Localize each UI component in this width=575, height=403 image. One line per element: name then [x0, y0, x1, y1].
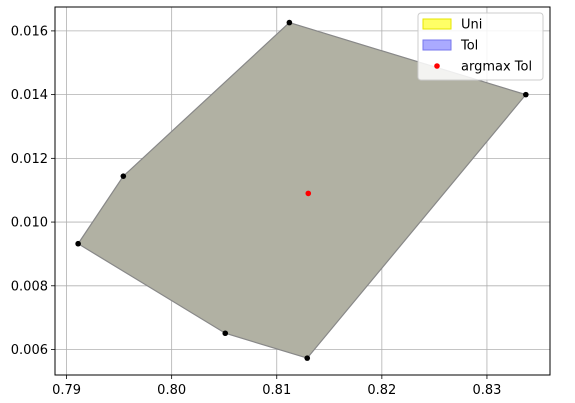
vertex-point-0 — [75, 240, 81, 247]
y-tick-label: 0.006 — [11, 343, 48, 358]
plot-frame — [54, 6, 551, 376]
legend-label-uni: Uni — [461, 18, 482, 33]
argmax-tol-point — [305, 190, 312, 197]
uni-region — [78, 22, 526, 359]
y-axis: 0.006 0.008 0.010 0.012 0.014 0.016 — [11, 24, 55, 358]
legend-label-tol: Tol — [460, 39, 478, 54]
vertex-point-4 — [304, 355, 311, 361]
vertex-point-3 — [523, 91, 529, 98]
x-axis: 0.79 0.80 0.81 0.82 0.83 — [52, 375, 501, 398]
x-tick-label: 0.80 — [157, 383, 186, 398]
y-tick-label: 0.012 — [11, 152, 48, 167]
y-tick-label: 0.010 — [11, 216, 48, 231]
legend-label-argmax-tol: argmax Tol — [461, 60, 532, 75]
vertex-points — [75, 19, 529, 361]
x-tick-label: 0.81 — [262, 383, 291, 398]
y-tick-label: 0.016 — [11, 24, 48, 39]
x-tick-label: 0.82 — [367, 383, 396, 398]
legend-swatch-tol — [422, 39, 452, 51]
legend-swatch-argmax-tol — [434, 63, 440, 69]
argmax-point-layer — [305, 190, 312, 197]
legend: Uni Tol argmax Tol — [417, 12, 544, 81]
x-tick-label: 0.83 — [472, 383, 501, 398]
legend-swatch-uni — [422, 18, 452, 30]
vertex-point-2 — [286, 19, 293, 26]
y-tick-label: 0.008 — [11, 279, 48, 294]
legend-box — [417, 12, 544, 81]
vertex-point-1 — [120, 173, 127, 179]
vertex-point-5 — [222, 330, 229, 337]
x-tick-label: 0.79 — [52, 383, 81, 398]
y-tick-label: 0.014 — [11, 88, 48, 103]
